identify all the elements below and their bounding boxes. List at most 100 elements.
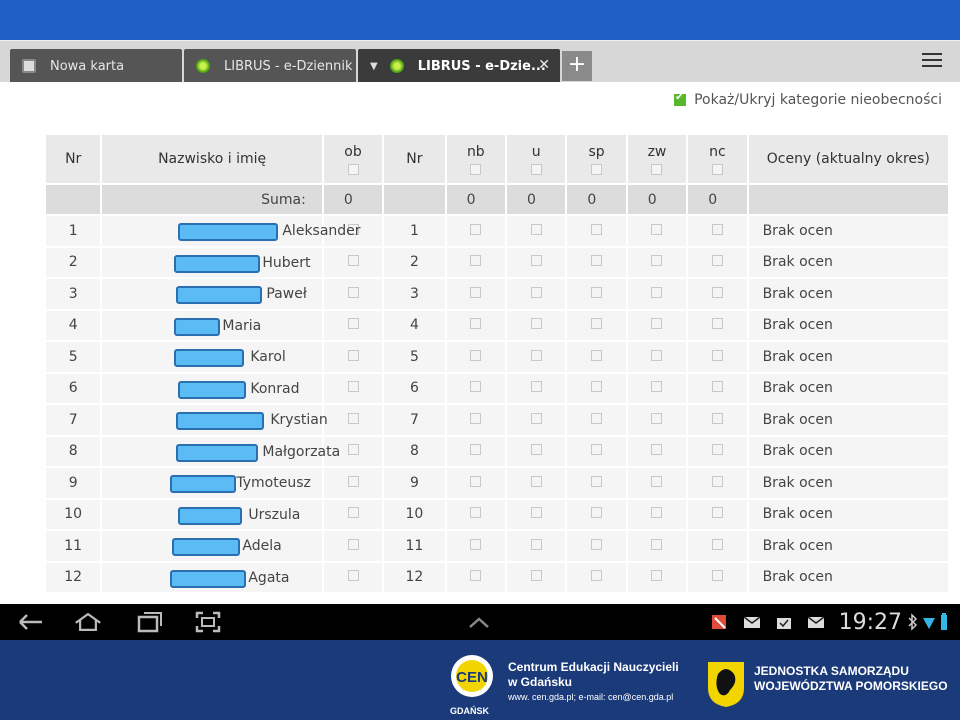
checkbox-zw[interactable] bbox=[651, 349, 663, 361]
header-checkbox-u[interactable] bbox=[530, 163, 542, 175]
checkbox-nc[interactable] bbox=[711, 286, 723, 298]
checkbox-ob[interactable] bbox=[347, 444, 359, 456]
checkbox-zw[interactable] bbox=[651, 475, 663, 487]
redaction-block bbox=[174, 349, 245, 367]
checkbox-zw[interactable] bbox=[651, 412, 663, 424]
tab-new[interactable]: Nowa karta bbox=[10, 49, 182, 83]
checkbox-u[interactable] bbox=[530, 444, 542, 456]
row-nr-repeat: 12 bbox=[382, 560, 447, 594]
checkbox-nc[interactable] bbox=[711, 412, 723, 424]
checkbox-ob[interactable] bbox=[347, 381, 359, 393]
checkbox-zw[interactable] bbox=[651, 223, 663, 235]
checkbox-zw[interactable] bbox=[651, 286, 663, 298]
header-checkbox-ob[interactable] bbox=[347, 163, 359, 175]
checkbox-sp[interactable] bbox=[591, 444, 603, 456]
new-tab-button[interactable]: + bbox=[562, 51, 592, 81]
back-icon[interactable] bbox=[16, 610, 44, 634]
checkbox-nb[interactable] bbox=[470, 444, 482, 456]
checkbox-u[interactable] bbox=[530, 570, 542, 582]
checkbox-u[interactable] bbox=[530, 475, 542, 487]
checkbox-sp[interactable] bbox=[591, 475, 603, 487]
checkbox-u[interactable] bbox=[530, 507, 542, 519]
checkbox-ob[interactable] bbox=[347, 412, 359, 424]
checkbox-ob[interactable] bbox=[347, 349, 359, 361]
header-checkbox-nb[interactable] bbox=[470, 163, 482, 175]
checkbox-u[interactable] bbox=[530, 286, 542, 298]
checkbox-ob[interactable] bbox=[347, 507, 359, 519]
checkbox-nb[interactable] bbox=[470, 412, 482, 424]
checkbox-ob[interactable] bbox=[347, 538, 359, 550]
checkbox-nb[interactable] bbox=[470, 223, 482, 235]
checkbox-nb[interactable] bbox=[470, 570, 482, 582]
checkbox-sp[interactable] bbox=[591, 255, 603, 267]
checkbox-u[interactable] bbox=[530, 381, 542, 393]
chevron-up-icon[interactable] bbox=[468, 612, 490, 632]
student-name-cell: Konrad bbox=[100, 371, 324, 405]
checkbox-nc[interactable] bbox=[711, 538, 723, 550]
checkbox-zw[interactable] bbox=[651, 318, 663, 330]
toggle-absence-categories[interactable]: Pokaż/Ukryj kategorie nieobecności bbox=[674, 92, 942, 108]
dropdown-arrow-icon[interactable]: ▼ bbox=[370, 60, 378, 72]
checkbox-nc[interactable] bbox=[711, 444, 723, 456]
checkbox-u[interactable] bbox=[530, 255, 542, 267]
screenshot-icon[interactable] bbox=[194, 610, 222, 634]
checkbox-nc[interactable] bbox=[711, 475, 723, 487]
checkbox-zw[interactable] bbox=[651, 538, 663, 550]
checkbox-u[interactable] bbox=[530, 318, 542, 330]
checkbox-nc[interactable] bbox=[711, 318, 723, 330]
checkbox-u[interactable] bbox=[530, 223, 542, 235]
tab-librus-active[interactable]: ▼ LIBRUS - e-Dzie... ✕ bbox=[358, 49, 560, 83]
checkbox-ob[interactable] bbox=[347, 223, 359, 235]
checkbox-u[interactable] bbox=[530, 349, 542, 361]
tab-librus-1[interactable]: LIBRUS - e-Dziennik bbox=[184, 49, 356, 83]
checkbox-sp[interactable] bbox=[591, 381, 603, 393]
grades-cell: Brak ocen bbox=[746, 245, 951, 279]
checkbox-zw[interactable] bbox=[651, 444, 663, 456]
checkbox-checked-icon[interactable] bbox=[674, 92, 687, 106]
checkbox-nc[interactable] bbox=[711, 223, 723, 235]
checkbox-sp[interactable] bbox=[591, 349, 603, 361]
checkbox-u[interactable] bbox=[530, 412, 542, 424]
checkbox-u[interactable] bbox=[530, 538, 542, 550]
checkbox-sp[interactable] bbox=[591, 286, 603, 298]
header-checkbox-nc[interactable] bbox=[711, 163, 723, 175]
checkbox-zw[interactable] bbox=[651, 507, 663, 519]
checkbox-sp[interactable] bbox=[591, 570, 603, 582]
checkbox-nb[interactable] bbox=[470, 318, 482, 330]
checkbox-nb[interactable] bbox=[470, 475, 482, 487]
checkbox-nb[interactable] bbox=[470, 349, 482, 361]
checkbox-sp[interactable] bbox=[591, 318, 603, 330]
checkbox-nb[interactable] bbox=[470, 507, 482, 519]
checkbox-ob[interactable] bbox=[347, 286, 359, 298]
checkbox-ob[interactable] bbox=[347, 255, 359, 267]
checkbox-sp[interactable] bbox=[591, 538, 603, 550]
checkbox-sp[interactable] bbox=[591, 223, 603, 235]
checkbox-nc[interactable] bbox=[711, 381, 723, 393]
grades-cell: Brak ocen bbox=[746, 308, 951, 342]
checkbox-nb[interactable] bbox=[470, 255, 482, 267]
recent-apps-icon[interactable] bbox=[136, 610, 164, 634]
checkbox-nc[interactable] bbox=[711, 349, 723, 361]
checkbox-ob[interactable] bbox=[347, 318, 359, 330]
header-checkbox-sp[interactable] bbox=[591, 163, 603, 175]
grades-cell: Brak ocen bbox=[746, 560, 951, 594]
checkbox-ob[interactable] bbox=[347, 570, 359, 582]
close-icon[interactable]: ✕ bbox=[538, 57, 550, 73]
checkbox-nb[interactable] bbox=[470, 381, 482, 393]
checkbox-nc[interactable] bbox=[711, 507, 723, 519]
checkbox-zw[interactable] bbox=[651, 381, 663, 393]
checkbox-ob[interactable] bbox=[347, 475, 359, 487]
checkbox-sp[interactable] bbox=[591, 507, 603, 519]
header-zw: zw bbox=[625, 133, 689, 185]
checkbox-nc[interactable] bbox=[711, 255, 723, 267]
checkbox-nb[interactable] bbox=[470, 286, 482, 298]
header-checkbox-zw[interactable] bbox=[651, 163, 663, 175]
menu-icon[interactable] bbox=[922, 53, 942, 69]
checkbox-zw[interactable] bbox=[651, 570, 663, 582]
student-first-name: Aleksander bbox=[282, 223, 361, 239]
checkbox-nc[interactable] bbox=[711, 570, 723, 582]
home-icon[interactable] bbox=[74, 610, 102, 634]
checkbox-sp[interactable] bbox=[591, 412, 603, 424]
checkbox-nb[interactable] bbox=[470, 538, 482, 550]
checkbox-zw[interactable] bbox=[651, 255, 663, 267]
